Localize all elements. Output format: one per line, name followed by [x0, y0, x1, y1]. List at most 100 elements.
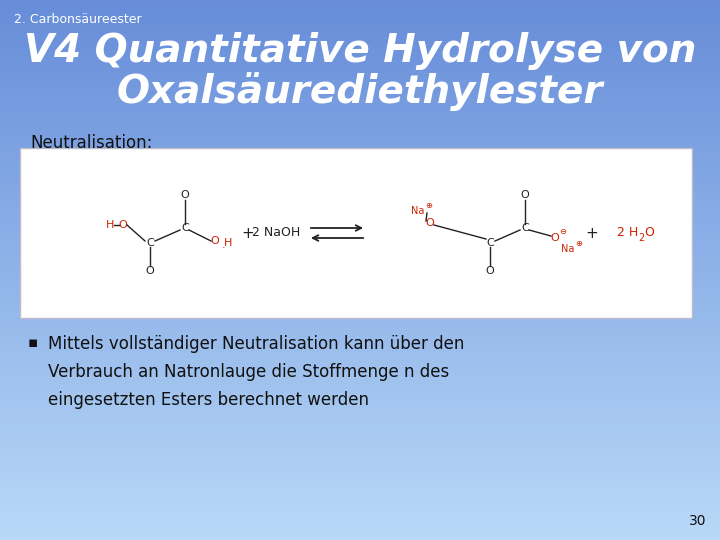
Bar	[0, 26, 720, 32]
Bar	[0, 534, 720, 540]
Bar	[0, 339, 720, 346]
Bar	[0, 377, 720, 383]
Bar	[0, 512, 720, 518]
Text: O: O	[145, 266, 154, 276]
Text: eingesetzten Esters berechnet werden: eingesetzten Esters berechnet werden	[48, 391, 369, 409]
Text: C: C	[146, 238, 154, 248]
Bar	[0, 388, 720, 394]
Text: 30: 30	[688, 514, 706, 528]
Bar	[0, 123, 720, 130]
Bar	[0, 291, 720, 297]
Text: ·: ·	[222, 243, 226, 253]
Bar	[0, 426, 720, 432]
Bar	[0, 102, 720, 108]
Bar	[0, 129, 720, 135]
Text: Verbrauch an Natronlauge die Stoffmenge n des: Verbrauch an Natronlauge die Stoffmenge …	[48, 363, 449, 381]
Text: H: H	[224, 238, 232, 248]
Bar	[0, 31, 720, 38]
Bar	[0, 447, 720, 454]
Bar	[0, 355, 720, 362]
Bar	[0, 458, 720, 464]
Bar	[0, 296, 720, 302]
Bar	[0, 199, 720, 205]
Bar	[0, 42, 720, 49]
Bar	[0, 382, 720, 389]
Bar	[0, 496, 720, 502]
Bar	[0, 334, 720, 340]
Bar	[0, 264, 720, 270]
Text: ⊖: ⊖	[559, 227, 567, 237]
Text: O: O	[485, 266, 495, 276]
Bar	[0, 517, 720, 524]
Bar	[0, 166, 720, 173]
Text: C: C	[521, 223, 529, 233]
Bar	[0, 107, 720, 113]
Text: +: +	[242, 226, 254, 240]
Bar	[0, 393, 720, 400]
Bar	[0, 193, 720, 200]
Bar	[0, 404, 720, 410]
Bar	[0, 231, 720, 238]
Bar	[0, 210, 720, 216]
Bar	[0, 85, 720, 92]
Bar	[0, 91, 720, 97]
Bar	[0, 420, 720, 427]
Text: O: O	[119, 220, 127, 230]
Bar	[0, 134, 720, 140]
Bar	[0, 318, 720, 324]
Bar	[0, 10, 720, 16]
Bar	[0, 431, 720, 437]
Bar	[0, 480, 720, 486]
Bar	[0, 21, 720, 27]
Bar	[0, 328, 720, 335]
Text: O: O	[181, 190, 189, 200]
Text: +: +	[585, 226, 598, 240]
Text: H: H	[106, 220, 114, 230]
Bar	[0, 247, 720, 254]
Text: 2. Carbonsäureester: 2. Carbonsäureester	[14, 13, 142, 26]
Bar	[0, 372, 720, 378]
Bar	[0, 474, 720, 481]
Bar	[0, 285, 720, 292]
Bar	[0, 139, 720, 146]
Bar	[0, 58, 720, 65]
Bar	[0, 0, 720, 5]
Bar	[0, 361, 720, 367]
Bar	[0, 436, 720, 443]
Bar	[0, 469, 720, 475]
Bar	[0, 399, 720, 405]
Text: Mittels vollständiger Neutralisation kann über den: Mittels vollständiger Neutralisation kan…	[48, 335, 464, 353]
Bar	[0, 37, 720, 43]
Bar	[0, 204, 720, 211]
Bar	[0, 523, 720, 529]
Text: Na: Na	[562, 244, 575, 254]
Text: C: C	[181, 223, 189, 233]
Bar	[0, 96, 720, 103]
Text: O: O	[644, 226, 654, 240]
Bar	[0, 237, 720, 243]
Text: Oxalsäurediethylester: Oxalsäurediethylester	[117, 72, 603, 111]
Text: 2: 2	[638, 233, 644, 243]
Text: O: O	[426, 218, 434, 228]
Bar	[0, 501, 720, 508]
Text: ⊕: ⊕	[426, 200, 433, 210]
Bar	[0, 258, 720, 265]
Bar	[0, 345, 720, 351]
Bar	[0, 69, 720, 76]
Bar	[0, 307, 720, 313]
Text: O: O	[211, 236, 220, 246]
Bar	[0, 215, 720, 221]
Bar	[0, 145, 720, 151]
Bar	[0, 280, 720, 286]
Bar	[0, 156, 720, 162]
Bar	[0, 220, 720, 227]
Bar	[0, 183, 720, 189]
Bar	[0, 242, 720, 248]
Bar	[0, 269, 720, 275]
Text: Na: Na	[411, 206, 425, 216]
Bar	[0, 75, 720, 81]
Bar	[0, 4, 720, 11]
Text: ⊕: ⊕	[575, 239, 582, 247]
Bar	[0, 253, 720, 259]
Bar	[0, 226, 720, 232]
